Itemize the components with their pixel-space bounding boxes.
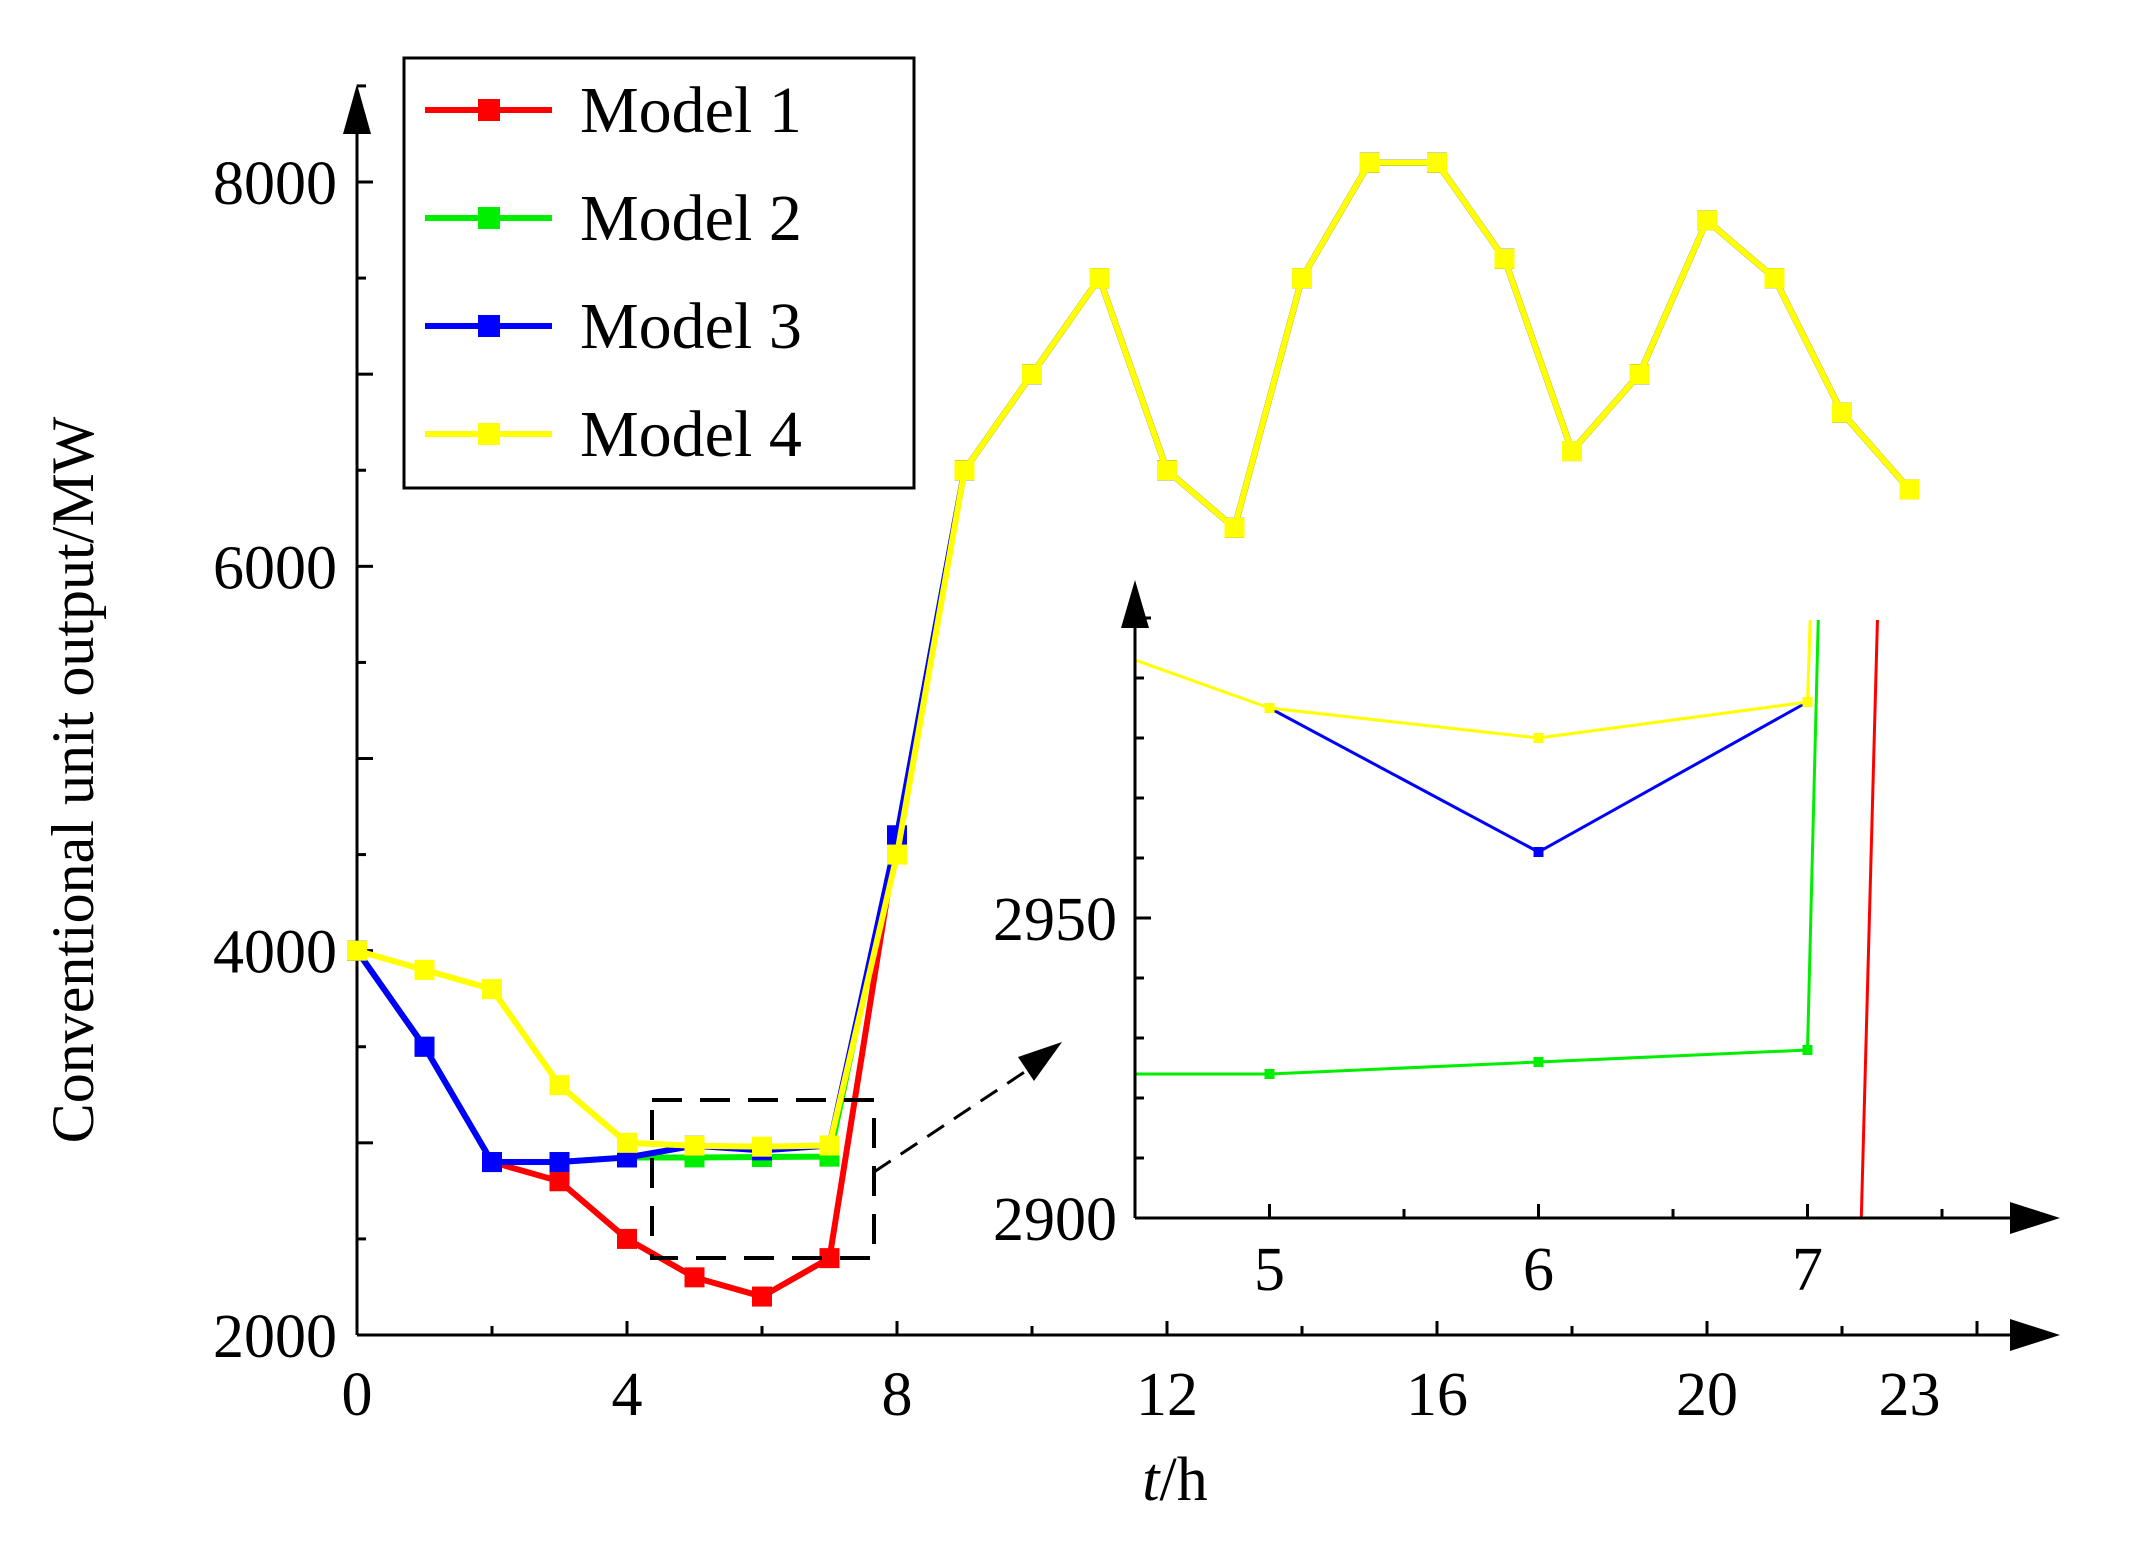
inset-x-tick-label: 7 — [1792, 1236, 1823, 1304]
data-point-model-4 — [1359, 152, 1380, 173]
inset-data-point-model-2 — [1264, 1069, 1275, 1079]
data-point-model-4 — [1764, 268, 1785, 289]
inset-data-point-model-3 — [1533, 847, 1544, 857]
data-point-model-3 — [414, 1036, 435, 1057]
inset-x-tick-label: 6 — [1523, 1236, 1554, 1304]
inset-data-point-model-4 — [1802, 697, 1813, 707]
data-point-model-4 — [1562, 441, 1582, 462]
y-tick-label: 6000 — [213, 534, 337, 602]
y-axis-arrow — [343, 84, 371, 134]
x-axis-label: t/h — [1142, 1446, 1207, 1514]
legend-marker-model-2 — [478, 207, 500, 229]
x-tick-label: 23 — [1879, 1361, 1941, 1429]
inset-data-point-model-2 — [1533, 1057, 1544, 1067]
legend-marker-model-1 — [478, 99, 500, 121]
y-tick-label: 4000 — [213, 919, 337, 987]
inset-series-line-model-4 — [1134, 658, 1808, 740]
inset-data-point-model-4 — [1264, 703, 1275, 713]
data-point-model-4 — [1427, 152, 1447, 173]
legend: Model 1 Model 2 Model 3 Model 4 — [402, 56, 916, 490]
inset-series-line-model-2 — [1135, 1048, 1808, 1076]
data-point-model-4 — [1089, 268, 1110, 289]
zoom-arrow — [873, 1042, 1062, 1174]
inset-plot: 5 6 7 2900 2950 — [993, 580, 2060, 1304]
data-point-model-1 — [684, 1267, 705, 1288]
data-point-model-4 — [1494, 248, 1515, 269]
inset-series-line-model-2-rise — [1806, 619, 1820, 1051]
data-point-model-4 — [482, 979, 502, 1000]
data-point-model-4 — [1292, 268, 1312, 289]
data-point-model-4 — [1224, 517, 1245, 538]
data-point-model-3 — [482, 1152, 502, 1173]
data-point-model-4 — [347, 940, 367, 961]
data-point-model-4 — [752, 1136, 772, 1157]
legend-marker-model-4 — [478, 423, 500, 445]
legend-label-model-4: Model 4 — [580, 398, 802, 471]
data-point-model-4 — [1899, 479, 1920, 500]
y-tick-label: 2000 — [213, 1303, 337, 1371]
data-point-model-4 — [1697, 210, 1717, 231]
data-point-model-4 — [617, 1132, 637, 1153]
inset-x-axis-arrow — [2010, 1202, 2060, 1234]
data-point-model-4 — [819, 1135, 840, 1156]
inset-y-axis-arrow — [1121, 580, 1149, 628]
legend-label-model-3: Model 3 — [580, 290, 802, 363]
data-point-model-4 — [954, 460, 975, 481]
data-point-model-4 — [1022, 364, 1042, 385]
inset-y-tick-label: 2900 — [993, 1186, 1117, 1254]
x-axis-arrow — [2010, 1319, 2060, 1351]
x-tick-label: 0 — [342, 1361, 373, 1429]
data-point-model-1 — [617, 1228, 637, 1249]
data-point-model-1 — [752, 1286, 772, 1307]
main-plot: 0 4 8 12 16 20 23 2000 4000 6000 8000 — [213, 84, 2060, 1429]
data-point-model-4 — [549, 1075, 570, 1096]
x-tick-label: 20 — [1676, 1361, 1738, 1429]
data-point-model-4 — [1832, 402, 1852, 423]
data-point-model-3 — [549, 1152, 570, 1173]
legend-label-model-1: Model 1 — [580, 74, 802, 147]
x-tick-label: 4 — [612, 1361, 643, 1429]
inset-x-tick-label: 5 — [1254, 1236, 1285, 1304]
data-point-model-4 — [887, 844, 907, 865]
inset-data-point-model-2 — [1802, 1045, 1813, 1055]
data-point-model-1 — [549, 1171, 570, 1192]
y-axis-label: Conventional unit output/MW — [40, 416, 106, 1143]
legend-box — [402, 56, 916, 490]
zoom-region-box — [650, 1098, 876, 1260]
inset-series-line-model-1 — [1859, 619, 1879, 1219]
data-point-model-4 — [1629, 364, 1650, 385]
x-tick-label: 12 — [1136, 1361, 1198, 1429]
inset-y-tick-label: 2950 — [993, 886, 1117, 954]
legend-marker-model-3 — [478, 315, 500, 337]
data-point-model-4 — [684, 1135, 705, 1156]
inset-data-point-model-4 — [1533, 733, 1544, 743]
x-tick-label: 16 — [1406, 1361, 1468, 1429]
inset-series-line-model-4-rise — [1806, 619, 1812, 703]
data-point-model-4 — [414, 959, 435, 980]
x-tick-label: 8 — [882, 1361, 913, 1429]
data-point-model-1 — [819, 1248, 840, 1269]
data-point-model-4 — [1157, 460, 1177, 481]
y-tick-label: 8000 — [213, 150, 337, 218]
legend-label-model-2: Model 2 — [580, 182, 802, 255]
series-line-model-4 — [356, 159, 1912, 1150]
